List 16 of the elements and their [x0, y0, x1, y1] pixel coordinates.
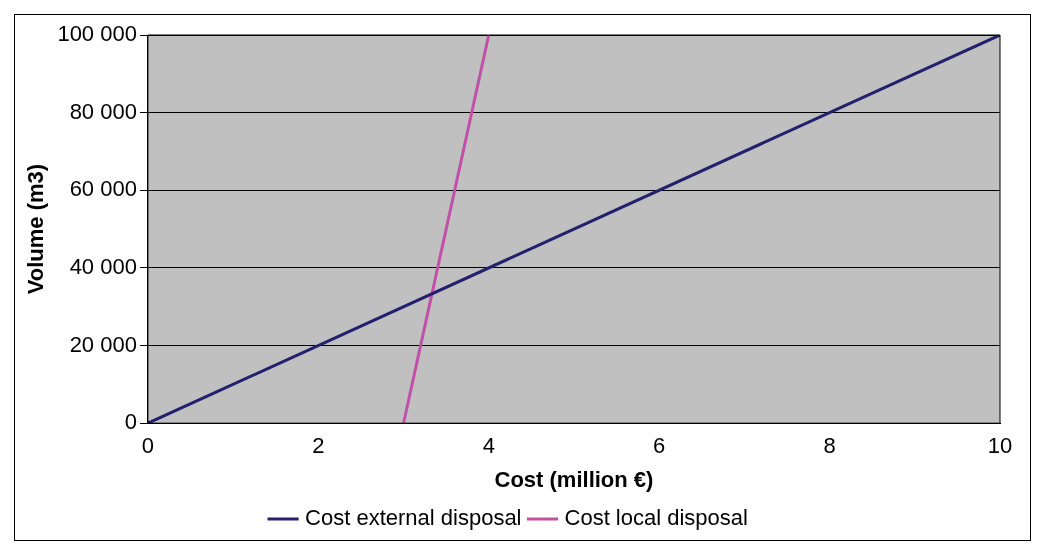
y-tick-label: 20 000 — [69, 331, 137, 357]
y-tick-label: 40 000 — [69, 253, 137, 279]
y-tick-label: 60 000 — [69, 176, 137, 202]
legend-label: Cost external disposal — [305, 505, 522, 531]
x-tick-label: 8 — [823, 433, 836, 459]
x-tick-label: 6 — [653, 433, 666, 459]
x-tick-label: 4 — [482, 433, 495, 459]
y-tick-label: 80 000 — [69, 98, 137, 124]
x-tick-label: 2 — [312, 433, 325, 459]
y-axis-title: Volume (m3) — [23, 163, 49, 295]
y-tick-label: 100 000 — [57, 21, 137, 47]
legend-label: Cost local disposal — [564, 505, 748, 531]
y-tick-label: 0 — [124, 409, 137, 435]
x-tick-label: 0 — [141, 433, 155, 459]
x-axis-title: Cost (million €) — [494, 466, 654, 492]
x-tick-label: 10 — [987, 433, 1013, 459]
